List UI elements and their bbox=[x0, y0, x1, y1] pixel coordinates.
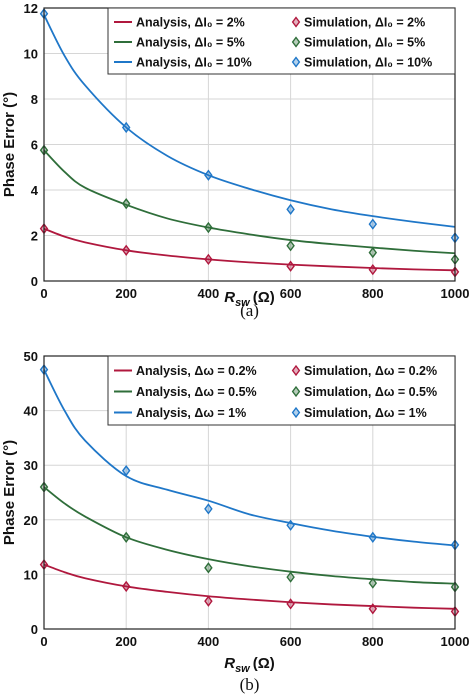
analysis-curve-1 bbox=[43, 227, 456, 272]
x-axis-label: Rsw (Ω) bbox=[224, 655, 275, 675]
x-tick-label: 1000 bbox=[441, 286, 470, 301]
x-axis-label-main: R bbox=[224, 289, 235, 306]
simulation-marker-2 bbox=[204, 221, 213, 234]
y-tick-label: 2 bbox=[31, 229, 38, 244]
simulation-marker-2 bbox=[368, 246, 378, 259]
x-tick-label: 400 bbox=[198, 286, 220, 301]
simulation-marker-1 bbox=[286, 260, 295, 272]
simulation-marker-1 bbox=[121, 244, 131, 256]
simulation-marker-2 bbox=[286, 240, 295, 252]
simulation-marker-3 bbox=[204, 169, 213, 181]
legend-box bbox=[107, 7, 456, 75]
y-tick-label: 10 bbox=[24, 47, 38, 62]
analysis-curve-1 bbox=[43, 563, 456, 610]
simulation-marker-2 bbox=[204, 562, 213, 574]
simulation-marker-1 bbox=[121, 580, 131, 593]
simulation-marker-3 bbox=[121, 121, 131, 134]
simulation-marker-3 bbox=[204, 503, 213, 515]
legend-label-simulation: Simulation, Δω = 0.5% bbox=[304, 385, 437, 399]
legend-diamond-swatch bbox=[291, 36, 301, 48]
y-axis-label: Phase Error (°) bbox=[1, 92, 18, 197]
simulation-marker-3 bbox=[286, 203, 295, 216]
x-axis-label-main: R bbox=[224, 655, 235, 672]
legend-label-simulation: Simulation, Δω = 1% bbox=[304, 406, 427, 420]
x-tick-label: 1000 bbox=[441, 634, 470, 649]
y-tick-label: 50 bbox=[24, 349, 38, 364]
y-tick-label: 20 bbox=[24, 513, 38, 528]
simulation-marker-2 bbox=[121, 531, 131, 543]
legend-label-simulation: Simulation, ΔI₀ = 10% bbox=[304, 56, 432, 70]
simulation-marker-3 bbox=[121, 464, 131, 477]
x-axis-label-unit: (Ω) bbox=[253, 655, 275, 672]
legend-label-simulation: Simulation, Δω = 0.2% bbox=[304, 364, 437, 378]
legend-diamond-swatch bbox=[291, 406, 301, 419]
panel-caption: (b) bbox=[240, 675, 260, 694]
y-tick-label: 4 bbox=[31, 183, 39, 198]
legend-label-analysis: Analysis, ΔI₀ = 2% bbox=[136, 16, 245, 30]
simulation-marker-1 bbox=[368, 603, 378, 615]
y-tick-label: 30 bbox=[24, 458, 38, 473]
analysis-curve-2 bbox=[43, 486, 456, 585]
simulation-marker-1 bbox=[204, 253, 213, 266]
legend-label-simulation: Simulation, ΔI₀ = 5% bbox=[304, 36, 425, 50]
y-tick-label: 40 bbox=[24, 404, 38, 419]
y-tick-label: 12 bbox=[24, 1, 38, 16]
x-tick-label: 600 bbox=[280, 286, 302, 301]
legend-label-analysis: Analysis, ΔI₀ = 10% bbox=[136, 56, 252, 70]
x-tick-label: 800 bbox=[362, 634, 384, 649]
simulation-marker-3 bbox=[286, 519, 295, 531]
simulation-marker-1 bbox=[204, 595, 213, 607]
simulation-marker-2 bbox=[286, 571, 295, 583]
legend-label-analysis: Analysis, Δω = 0.5% bbox=[136, 385, 257, 399]
legend-diamond-swatch bbox=[291, 364, 301, 377]
legend-diamond-swatch bbox=[291, 385, 301, 398]
x-axis-label: Rsw (Ω) bbox=[224, 289, 275, 309]
y-axis-label: Phase Error (°) bbox=[1, 440, 18, 545]
x-tick-label: 800 bbox=[362, 286, 384, 301]
y-tick-label: 6 bbox=[31, 138, 38, 153]
legend-label-simulation: Simulation, ΔI₀ = 2% bbox=[304, 16, 425, 30]
panel-caption: (a) bbox=[240, 301, 259, 320]
simulation-marker-1 bbox=[368, 263, 378, 276]
x-tick-label: 200 bbox=[115, 286, 137, 301]
simulation-marker-3 bbox=[368, 218, 378, 230]
simulation-marker-2 bbox=[368, 577, 378, 589]
x-axis-label-sub: sw bbox=[235, 663, 251, 675]
chart-panel-a: 0 200 400 600 800 1000 0 2 4 6 8 10 12 Phase Error (°… bbox=[1, 1, 469, 320]
legend-diamond-swatch bbox=[291, 56, 301, 68]
legend-diamond-swatch bbox=[291, 16, 301, 28]
y-tick-label: 10 bbox=[24, 567, 38, 582]
x-tick-label: 200 bbox=[115, 634, 137, 649]
x-tick-label: 0 bbox=[40, 634, 47, 649]
simulation-marker-1 bbox=[286, 598, 295, 610]
y-tick-label: 0 bbox=[31, 622, 38, 637]
x-tick-label: 400 bbox=[198, 634, 220, 649]
legend-label-analysis: Analysis, ΔI₀ = 5% bbox=[136, 36, 245, 50]
x-axis-label-sub: sw bbox=[235, 297, 251, 309]
x-tick-label: 0 bbox=[40, 286, 47, 301]
simulation-marker-2 bbox=[121, 197, 131, 210]
analysis-curve-3 bbox=[43, 14, 456, 228]
y-tick-label: 8 bbox=[31, 92, 38, 107]
y-tick-label: 0 bbox=[31, 274, 38, 289]
chart-panel-b: 0 200 400 600 800 1000 0 10 20 30 40 50 Phase Error … bbox=[1, 349, 469, 694]
x-axis-label-unit: (Ω) bbox=[253, 289, 275, 306]
analysis-curve-2 bbox=[43, 149, 456, 255]
simulation-marker-3 bbox=[368, 531, 378, 543]
legend-label-analysis: Analysis, Δω = 0.2% bbox=[136, 364, 257, 378]
x-tick-label: 600 bbox=[280, 634, 302, 649]
legend-label-analysis: Analysis, Δω = 1% bbox=[136, 406, 246, 420]
legend-box bbox=[107, 355, 456, 426]
